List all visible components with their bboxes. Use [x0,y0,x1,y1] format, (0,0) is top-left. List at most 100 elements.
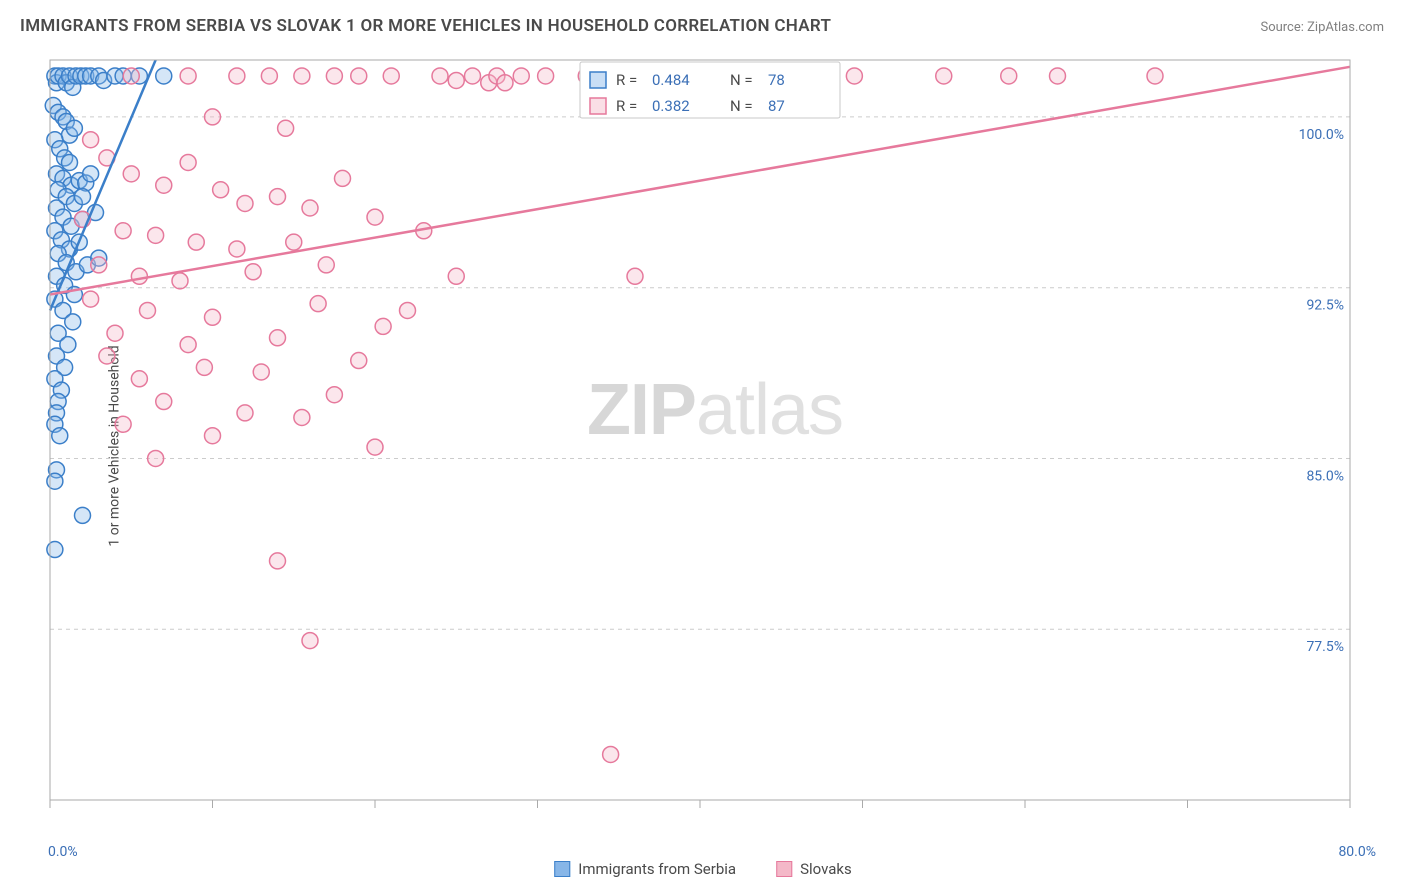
data-point [383,68,399,84]
data-point [335,170,351,186]
data-point [131,371,147,387]
data-point [52,428,68,444]
data-point [318,257,334,273]
data-point [205,109,221,125]
data-point [107,325,123,341]
data-point [140,302,156,318]
y-tick-label: 77.5% [1306,639,1344,655]
legend-item-slovaks: Slovaks [776,860,852,878]
data-point [253,364,269,380]
data-point [237,405,253,421]
data-point [270,189,286,205]
legend-item-serbia: Immigrants from Serbia [554,860,736,878]
legend-swatch [590,72,606,88]
data-point [180,337,196,353]
data-point [448,72,464,88]
legend-n-label: N = [730,97,753,115]
data-point [99,348,115,364]
data-point [83,166,99,182]
data-point [627,268,643,284]
legend-swatch [590,98,606,114]
data-point [62,154,78,170]
data-point [538,68,554,84]
data-point [172,273,188,289]
data-point [75,507,91,523]
data-point [1001,68,1017,84]
x-max-label: 80.0% [1338,844,1376,860]
legend-swatch-slovaks [776,861,792,877]
data-point [131,268,147,284]
data-point [245,264,261,280]
data-point [326,68,342,84]
data-point [302,200,318,216]
data-point [205,428,221,444]
x-origin-label: 0.0% [48,844,78,860]
data-point [294,409,310,425]
legend-r-label: R = [616,97,637,115]
data-point [188,234,204,250]
data-point [123,68,139,84]
data-point [846,68,862,84]
data-point [213,182,229,198]
data-point [367,209,383,225]
chart-plot-area: 77.5%85.0%92.5%100.0% R =0.484N =78R =0.… [50,60,1380,820]
data-point [400,302,416,318]
data-point [205,309,221,325]
data-point [180,68,196,84]
legend-r-value: 0.484 [652,71,690,89]
data-point [310,296,326,312]
data-point [1050,68,1066,84]
data-point [351,353,367,369]
data-point [367,439,383,455]
data-point [286,234,302,250]
legend-label-slovaks: Slovaks [800,860,852,878]
data-point [270,330,286,346]
data-point [75,189,91,205]
data-point [326,387,342,403]
data-point [148,227,164,243]
data-point [83,291,99,307]
plot-border [50,60,1350,800]
data-point [156,68,172,84]
data-point [432,68,448,84]
legend-n-label: N = [730,71,753,89]
legend-r-value: 0.382 [652,97,690,115]
source-label: Source: ZipAtlas.com [1260,20,1384,35]
data-point [237,195,253,211]
data-point [180,154,196,170]
data-point [148,450,164,466]
data-point [375,318,391,334]
data-point [294,68,310,84]
y-tick-label: 92.5% [1306,298,1344,314]
bottom-legend: Immigrants from Serbia Slovaks [554,860,852,878]
data-point [1147,68,1163,84]
data-point [513,68,529,84]
legend-n-value: 78 [768,71,785,89]
data-point [261,68,277,84]
chart-title: IMMIGRANTS FROM SERBIA VS SLOVAK 1 OR MO… [20,16,831,36]
data-point [448,268,464,284]
legend-r-label: R = [616,71,637,89]
data-point [603,746,619,762]
data-point [66,120,82,136]
data-point [83,132,99,148]
legend-swatch-serbia [554,861,570,877]
data-point [351,68,367,84]
data-point [465,68,481,84]
data-point [302,633,318,649]
data-point [91,257,107,273]
data-point [47,473,63,489]
data-point [270,553,286,569]
data-point [156,394,172,410]
data-point [47,542,63,558]
data-point [278,120,294,136]
data-point [115,223,131,239]
data-point [115,416,131,432]
y-tick-label: 100.0% [1299,127,1344,143]
data-point [229,241,245,257]
scatter-plot-svg: 77.5%85.0%92.5%100.0% R =0.484N =78R =0.… [50,60,1380,820]
legend-label-serbia: Immigrants from Serbia [578,860,736,878]
data-point [196,359,212,375]
data-point [65,314,81,330]
data-point [936,68,952,84]
